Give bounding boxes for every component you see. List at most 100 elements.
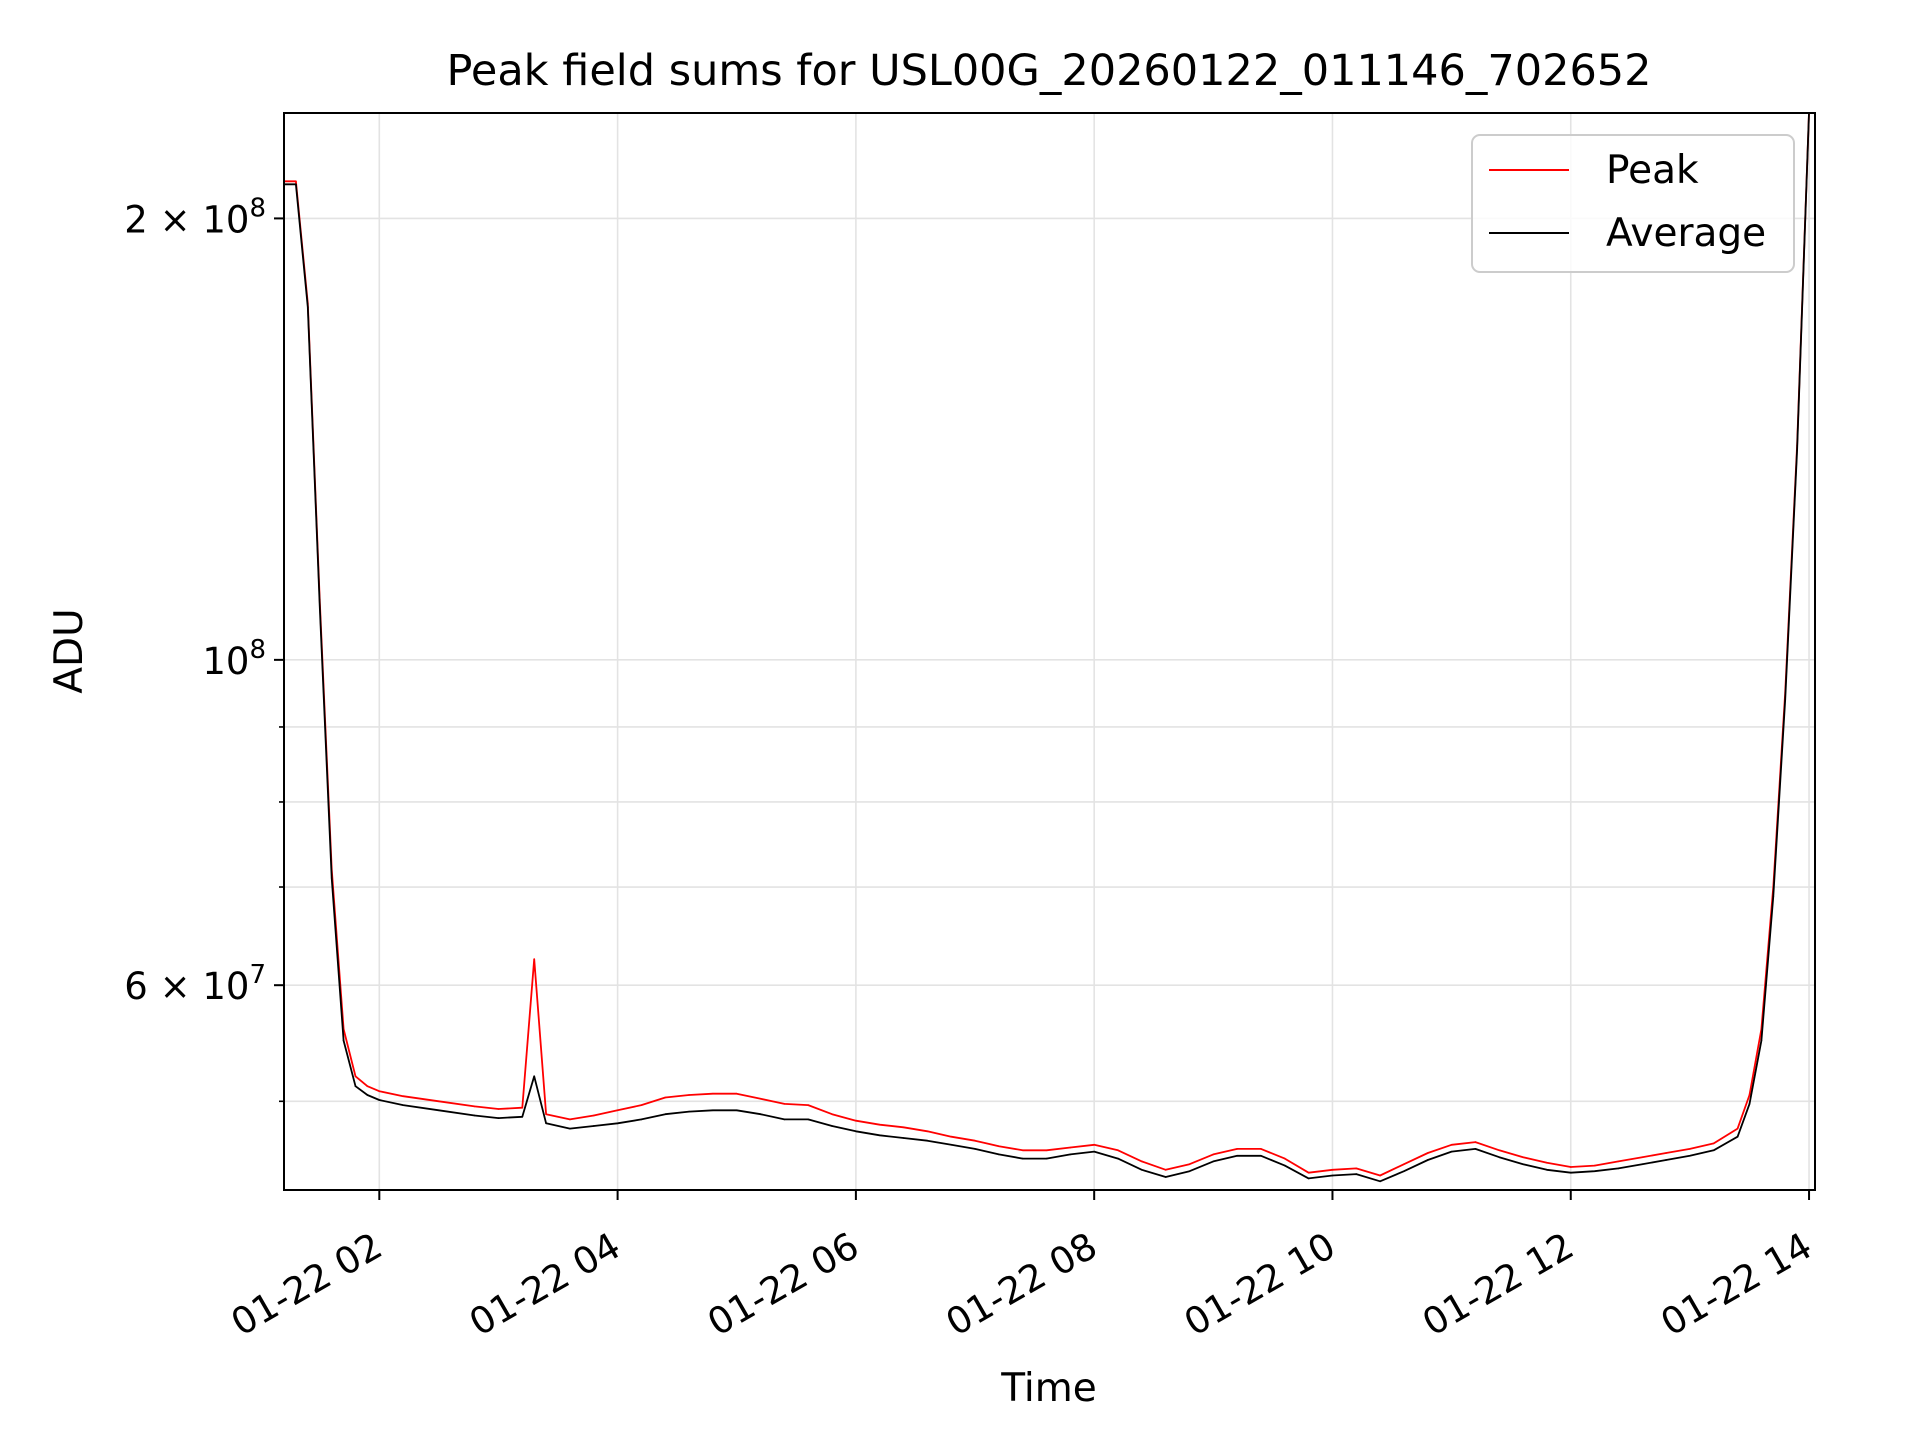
data-point-peak — [497, 1108, 500, 1110]
data-point-average — [1379, 1180, 1381, 1183]
data-point-average — [438, 1109, 440, 1112]
data-point-average — [295, 183, 297, 186]
data-point-average — [831, 1125, 833, 1127]
y-axis-label: ADU — [47, 608, 92, 693]
data-point-peak — [1712, 1142, 1715, 1145]
data-point-peak — [664, 1096, 667, 1099]
data-point-peak — [1617, 1160, 1620, 1163]
data-point-peak — [1021, 1149, 1024, 1152]
data-point-peak — [831, 1113, 833, 1115]
data-point-peak — [1736, 1127, 1739, 1130]
grid-lines — [284, 113, 1815, 1190]
y-tick-base: 10 — [202, 640, 249, 683]
data-point-peak — [878, 1123, 881, 1126]
data-point-peak — [1069, 1146, 1072, 1149]
data-point-average — [1796, 449, 1798, 451]
data-point-peak — [569, 1118, 571, 1121]
data-point-peak — [926, 1130, 929, 1133]
legend-peak-label: Peak — [1606, 148, 1699, 193]
data-point-peak — [1188, 1163, 1191, 1165]
data-point-average — [1569, 1171, 1572, 1174]
data-point-peak — [735, 1092, 738, 1095]
data-point-average — [1593, 1170, 1596, 1173]
y-tick-base: 2 × 10 — [124, 198, 249, 241]
data-point-average — [1188, 1170, 1191, 1173]
data-point-peak — [1689, 1148, 1691, 1150]
series-line-peak — [284, 113, 1810, 1177]
data-point-peak — [521, 1106, 524, 1109]
data-point-average — [902, 1137, 905, 1139]
data-point-peak — [438, 1100, 440, 1103]
y-tick-label: 108 — [202, 635, 266, 683]
data-point-average — [950, 1143, 953, 1146]
x-axis-label: Time — [1000, 1366, 1096, 1411]
data-point-peak — [855, 1119, 857, 1122]
plot-frame — [283, 112, 1816, 1191]
data-point-average — [1260, 1154, 1262, 1157]
data-point-average — [1164, 1176, 1167, 1178]
data-point-average — [688, 1110, 690, 1113]
data-point-peak — [1450, 1143, 1453, 1146]
data-point-peak — [1522, 1156, 1524, 1158]
data-point-average — [1093, 1150, 1095, 1153]
legend: Peak Average — [1471, 134, 1795, 273]
data-point-average — [855, 1130, 857, 1133]
data-point-average — [1784, 698, 1787, 701]
data-point-average — [735, 1109, 738, 1112]
data-point-average — [1069, 1153, 1072, 1156]
data-point-average — [640, 1118, 643, 1121]
legend-average-label: Average — [1606, 211, 1766, 256]
data-point-peak — [950, 1135, 953, 1138]
data-point-average — [1426, 1159, 1429, 1161]
data-point-peak — [1593, 1164, 1596, 1167]
chart-title: Peak field sums for USL00G_20260122_0111… — [446, 46, 1651, 96]
data-point-average — [533, 1075, 536, 1078]
data-point-average — [712, 1109, 714, 1112]
data-point-peak — [1426, 1152, 1429, 1154]
data-point-peak — [1403, 1163, 1405, 1165]
data-point-average — [1712, 1149, 1715, 1152]
data-point-average — [354, 1085, 357, 1088]
data-point-average — [378, 1099, 381, 1101]
data-point-peak — [366, 1085, 369, 1088]
data-point-average — [664, 1113, 667, 1115]
data-point-peak — [1498, 1149, 1501, 1152]
y-tick-exponent: 8 — [249, 193, 266, 223]
data-point-peak — [1141, 1160, 1143, 1163]
data-point-average — [569, 1127, 571, 1130]
data-point-average — [330, 877, 333, 879]
y-tick-exponent: 7 — [249, 960, 266, 990]
data-point-average — [1117, 1157, 1119, 1160]
data-point-average — [545, 1122, 547, 1125]
data-point-peak — [974, 1139, 976, 1142]
data-point-average — [783, 1118, 786, 1121]
data-point-peak — [712, 1092, 714, 1095]
data-point-average — [497, 1117, 500, 1119]
data-point-peak — [1331, 1169, 1334, 1171]
data-point-peak — [1355, 1167, 1358, 1170]
data-point-peak — [759, 1097, 762, 1100]
data-point-average — [1021, 1157, 1024, 1160]
data-point-average — [1748, 1103, 1751, 1105]
data-point-peak — [616, 1109, 619, 1112]
data-point-average — [926, 1139, 929, 1142]
data-point-average — [1403, 1170, 1405, 1173]
data-point-average — [342, 1039, 345, 1042]
data-point-average — [1141, 1169, 1143, 1171]
data-point-peak — [1307, 1171, 1310, 1174]
data-point-peak — [783, 1103, 786, 1105]
data-point-average — [1665, 1159, 1667, 1161]
data-point-average — [1522, 1163, 1524, 1165]
data-point-average — [1212, 1160, 1215, 1163]
data-point-average — [1641, 1163, 1644, 1165]
data-point-peak — [533, 958, 536, 960]
y-tick-label: 2 × 108 — [124, 193, 266, 241]
data-point-peak — [545, 1113, 547, 1115]
data-point-peak — [354, 1075, 357, 1078]
y-tick-label: 6 × 107 — [124, 960, 266, 1008]
data-point-average — [1284, 1164, 1286, 1167]
data-point-average — [473, 1114, 476, 1117]
data-point-average — [1689, 1154, 1691, 1157]
data-point-average — [1331, 1174, 1334, 1177]
data-point-peak — [473, 1105, 476, 1108]
